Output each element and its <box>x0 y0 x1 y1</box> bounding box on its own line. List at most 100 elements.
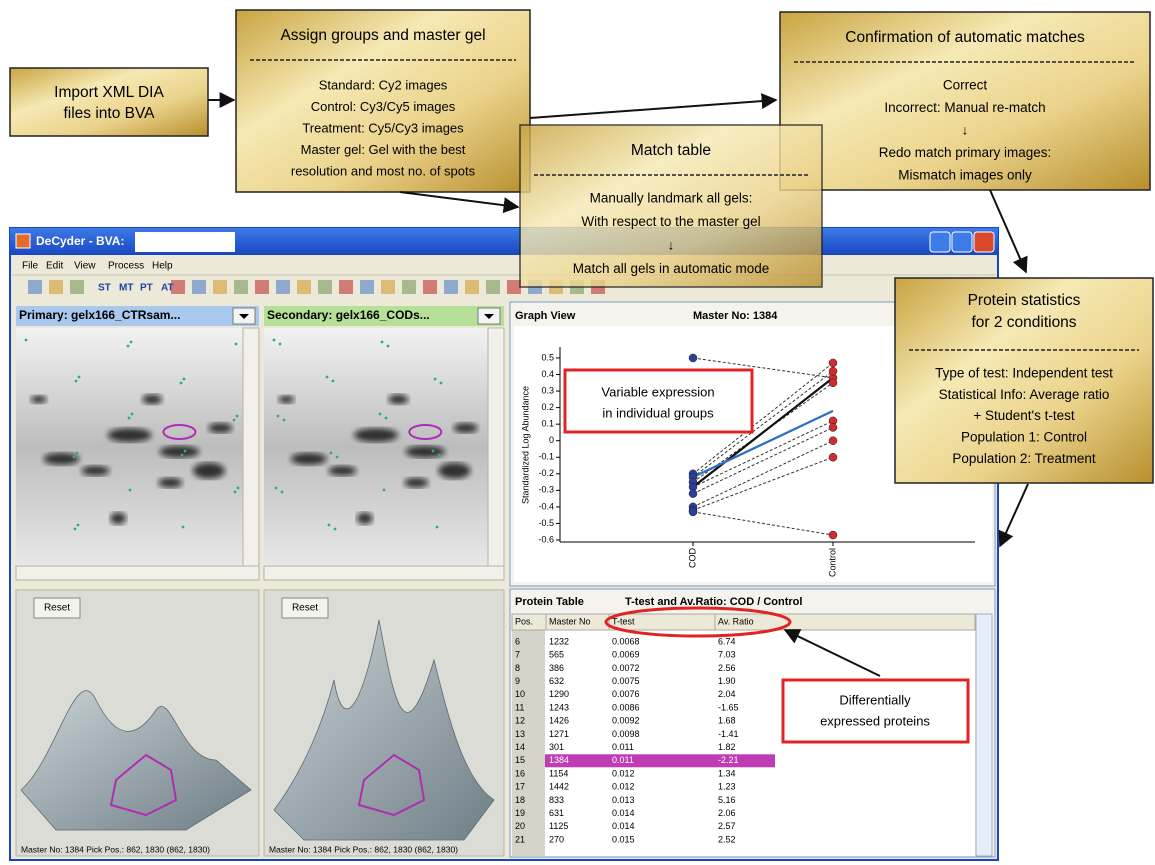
toolbar-icon[interactable] <box>339 280 353 294</box>
toolbar-button[interactable]: ST <box>98 283 111 294</box>
menu-item[interactable]: View <box>74 261 96 272</box>
column-header[interactable]: Master No <box>549 616 591 626</box>
gel-spot <box>278 395 294 403</box>
spot-marker <box>73 456 76 459</box>
box-line: Master gel: Gel with the best <box>301 142 466 157</box>
h-scrollbar[interactable] <box>264 566 504 580</box>
box-line: files into BVA <box>63 105 155 122</box>
window-close-button[interactable] <box>974 232 994 252</box>
spot-marker <box>181 454 184 457</box>
toolbar-icon[interactable] <box>276 280 290 294</box>
table-cell: 1.23 <box>718 782 736 792</box>
annotation-box <box>565 370 752 432</box>
y-tick-label: 0.1 <box>541 419 554 429</box>
gel-spot <box>357 512 373 524</box>
gel-spot <box>110 512 126 524</box>
toolbar-icon[interactable] <box>402 280 416 294</box>
toolbar-icon[interactable] <box>507 280 521 294</box>
table-cell: 0.012 <box>612 782 635 792</box>
toolbar-button[interactable]: AT <box>161 283 174 294</box>
table-cell[interactable]: 19 <box>515 808 525 818</box>
v-scrollbar[interactable] <box>243 328 259 566</box>
toolbar-icon[interactable] <box>297 280 311 294</box>
spot-marker <box>130 341 133 344</box>
table-cell[interactable]: 13 <box>515 729 525 739</box>
toolbar-icon[interactable] <box>444 280 458 294</box>
spot-marker <box>330 452 333 455</box>
table-cell: 2.56 <box>718 663 736 673</box>
toolbar-icon[interactable] <box>360 280 374 294</box>
spot-marker <box>233 419 236 422</box>
toolbar-icon[interactable] <box>49 280 63 294</box>
table-cell: 0.0092 <box>612 716 640 726</box>
y-tick-label: -0.3 <box>538 485 554 495</box>
toolbar-icon[interactable] <box>192 280 206 294</box>
table-scrollbar[interactable] <box>976 614 992 856</box>
toolbar-icon[interactable] <box>255 280 269 294</box>
table-cell[interactable]: 7 <box>515 650 520 660</box>
table-cell: 6.74 <box>718 636 736 646</box>
window-max-button[interactable] <box>952 232 972 252</box>
table-cell[interactable]: 15 <box>515 755 525 765</box>
toolbar-icon[interactable] <box>465 280 479 294</box>
table-cell[interactable]: 9 <box>515 676 520 686</box>
table-cell[interactable]: 17 <box>515 782 525 792</box>
table-cell: 386 <box>549 663 564 673</box>
menu-item[interactable]: Process <box>108 261 144 272</box>
gel-spot <box>108 428 152 442</box>
table-cell: 0.014 <box>612 808 635 818</box>
table-cell[interactable]: 14 <box>515 742 525 752</box>
table-cell[interactable]: 6 <box>515 636 520 646</box>
menu-item[interactable]: Help <box>152 261 173 272</box>
reset-button-label[interactable]: Reset <box>292 603 318 614</box>
box-title: Protein statistics <box>968 292 1081 309</box>
table-cell: 0.011 <box>612 755 634 765</box>
v-scrollbar[interactable] <box>488 328 504 566</box>
toolbar-icon[interactable] <box>318 280 332 294</box>
toolbar-icon[interactable] <box>381 280 395 294</box>
box-line: Correct <box>943 78 988 93</box>
toolbar-icon[interactable] <box>70 280 84 294</box>
spot-marker <box>128 417 131 420</box>
table-cell: 833 <box>549 795 564 805</box>
table-cell: 2.57 <box>718 821 736 831</box>
table-cell[interactable]: 10 <box>515 689 525 699</box>
toolbar-icon[interactable] <box>486 280 500 294</box>
toolbar-icon[interactable] <box>213 280 227 294</box>
annotation-box <box>783 680 968 742</box>
sample-point <box>829 531 837 539</box>
toolbar-button[interactable]: PT <box>140 283 153 294</box>
menu-item[interactable]: File <box>22 261 39 272</box>
y-tick-label: 0 <box>549 435 554 445</box>
table-cell[interactable]: 16 <box>515 768 525 778</box>
y-tick-label: 0.2 <box>541 402 554 412</box>
spot-marker <box>283 419 286 422</box>
table-cell: 0.013 <box>612 795 635 805</box>
gel-image <box>264 328 488 566</box>
table-cell[interactable]: 11 <box>515 702 524 712</box>
column-header[interactable]: T-test <box>612 616 635 626</box>
table-cell[interactable]: 18 <box>515 795 525 805</box>
toolbar-button[interactable]: MT <box>119 283 133 294</box>
reset-button-label[interactable]: Reset <box>44 603 70 614</box>
toolbar-icon[interactable] <box>28 280 42 294</box>
table-cell[interactable]: 21 <box>515 834 525 844</box>
h-scrollbar[interactable] <box>16 566 259 580</box>
column-header[interactable]: Pos. <box>515 616 533 626</box>
gel-image <box>16 328 243 566</box>
toolbar-icon[interactable] <box>423 280 437 294</box>
window-min-button[interactable] <box>930 232 950 252</box>
box-line: Standard: Cy2 images <box>319 77 448 92</box>
y-tick-label: 0.3 <box>541 385 554 395</box>
column-header[interactable]: Av. Ratio <box>718 616 754 626</box>
spot-marker <box>281 491 284 494</box>
table-cell[interactable]: 8 <box>515 663 520 673</box>
table-title: Protein Table <box>515 596 584 608</box>
x-tick-label: Control <box>827 548 837 577</box>
sample-point <box>689 508 697 516</box>
menu-item[interactable]: Edit <box>46 261 63 272</box>
table-cell[interactable]: 20 <box>515 821 525 831</box>
table-cell[interactable]: 12 <box>515 716 525 726</box>
toolbar-icon[interactable] <box>234 280 248 294</box>
spot-marker <box>440 382 443 385</box>
